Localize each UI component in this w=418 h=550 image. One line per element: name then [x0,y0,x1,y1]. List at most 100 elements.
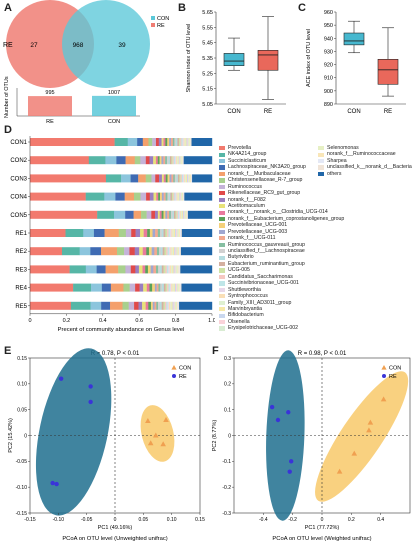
bar-segment [125,265,132,274]
bar-segment [152,138,157,146]
bar-segment [114,210,126,219]
bar-segment [188,174,190,183]
bar-segment [101,283,112,292]
legend-label: Acetitomaculum [228,202,265,209]
bar-segment [104,192,116,201]
bar-segment [124,192,135,201]
legend-label: Lachnospiraceae_NK3A20_group [228,164,306,171]
venn-bar-con [92,95,136,116]
bar-segment [138,265,143,274]
legend-swatch [219,287,225,292]
y-tick-label: -0.1 [222,459,231,465]
bar-segment [161,192,164,201]
genus-legend-col1: Prevotella NK4A214_group Succiniclasticum L… [219,145,344,332]
stat-title: R = 0.98, P < 0.01 [298,351,347,357]
bar-segment [73,283,92,292]
bar-segment [156,247,160,256]
bar-segment [192,174,213,183]
pcoa-unweighted: R = 0.78, P < 0.01 -0.15 -0.10 -0.05 0 0.05 0.… [8,348,205,542]
bar-segment [110,283,124,292]
genus-legend-col2: Selenomonas norank_f__Ruminococcaceae Shar… [318,145,412,177]
bar-segment [153,156,157,165]
point-re [54,481,59,487]
bar-segment [174,301,176,310]
bar-segment [125,210,134,219]
y-axis-label: PC2 (15.42%) [8,418,14,453]
bar-segment [165,192,168,201]
legend-swatch [219,307,225,312]
panel-label-e: E [4,345,12,357]
y-tick-label: 910 [324,76,333,82]
bar-segment [171,174,174,183]
legend-swatch [219,242,225,247]
bar-segment [155,229,159,237]
legend-item: Olsenella [219,319,344,325]
bar-segment [168,229,171,237]
bar-segment [148,247,152,256]
bar-segment [156,192,159,201]
bar-segment [189,138,191,146]
legend-label: norank_f__F082 [228,196,266,203]
bar-segment [168,301,171,310]
legend-label: Ruminococcus_gauvreauii_group [228,241,305,248]
bar-segment [173,210,176,219]
bar-segment [173,301,175,310]
bar-segment [183,210,185,219]
bar-segment [114,138,128,146]
bar-segment [190,174,192,183]
x-axis-label: PC1 (49.16%) [98,525,133,531]
bar-segment [152,283,156,292]
bar-segment [180,174,183,183]
y-tick-label: 5.35 [202,56,213,62]
bar-segment [137,138,144,146]
bar-segment [167,229,169,237]
bar-segment [180,283,182,292]
bar-segment [156,265,159,274]
legend-swatch [219,146,225,151]
point-con [153,432,159,438]
bar-segment [65,229,84,237]
bar-segment [185,138,187,146]
legend-label: Shuttleworthia [228,286,261,293]
bar-segment [69,265,87,274]
bar-segment [178,138,181,146]
bar-segment [125,229,132,237]
bar-segment [174,174,177,183]
bar-segment [161,301,164,310]
x-tick-label: 1.0 [208,318,215,324]
bar-segment [183,192,185,201]
legend-swatch [219,255,225,260]
bar-segment [172,229,175,237]
y-tick-label: 5.55 [202,25,213,31]
ellipse-con [315,371,409,502]
bar-segment [178,229,180,237]
bar-segment [182,174,185,183]
bar-segment [145,156,150,165]
bar-segment [179,265,181,274]
bar-segment [149,192,154,201]
legend-swatch [219,159,225,164]
legend-item: others [318,171,412,177]
bar-segment [186,210,187,219]
y-tick-label: -0.15 [16,511,28,517]
bar-segment [155,156,158,165]
legend-label: Eubacterium_ruminantium_group [228,260,305,267]
x-axis-label: Precent of community abundance on Genus … [58,327,185,333]
legend-item: Family_XIII_AD3011_group [219,300,344,306]
bar-segment [174,156,177,165]
bar-segment [146,192,150,201]
point-con [367,419,374,425]
bar-segment [151,210,156,219]
panel-label-d: D [4,124,12,136]
y-tick-label: -0.10 [16,485,28,491]
venn-legend-re: RE [157,23,165,29]
bar-segment [171,138,174,146]
box-re [257,16,279,100]
bar-segment [174,283,177,292]
bar-segment [179,174,181,183]
venn-legend-swatch-re [151,23,155,27]
sample-label: RE3 [15,267,27,273]
legend-swatch [219,236,225,241]
bar-segment [172,138,175,146]
legend-item: Lachnospiraceae_NK3A20_group [219,164,344,170]
